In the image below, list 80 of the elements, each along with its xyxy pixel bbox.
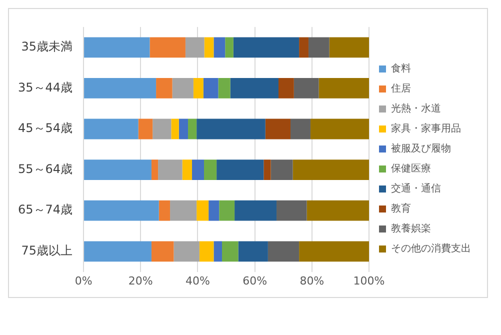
bar [233,37,300,58]
legend-label: 家具・家事用品 [391,122,461,135]
bar [84,78,156,98]
bar [196,200,209,221]
bar [172,78,194,98]
x-tick-label: 0% [74,274,92,288]
bar [178,118,188,140]
y-tick-label: 35～44歳 [18,80,73,94]
bar [278,78,294,98]
legend-label: 被服及び履物 [391,142,451,155]
bar [329,37,369,58]
bar [310,118,369,140]
bar [318,78,369,98]
legend-label: 光熱・水道 [391,102,441,115]
bar [230,78,279,98]
x-tick-label: 80% [300,274,324,288]
bar [219,200,235,221]
bar [84,160,152,180]
bar [158,200,170,221]
legend-label: 保健医療 [391,162,431,175]
bar [84,200,159,221]
bar [182,160,192,180]
bar [199,241,214,262]
bar [204,160,217,180]
bar [292,160,369,180]
bar [84,118,138,140]
bar [238,241,268,262]
bar [208,200,220,221]
legend-label: 交通・通信 [391,182,441,195]
legend-label: 食料 [391,62,411,75]
x-tick-label: 100% [353,274,385,288]
x-tick-label: 60% [242,274,268,288]
x-tick-label: 20% [128,274,153,288]
bar [222,241,238,262]
bar [138,118,153,140]
bar [151,241,174,262]
y-tick-label: 55～64歳 [18,162,73,176]
bar [170,200,197,221]
bar [185,37,204,58]
bar [84,37,150,58]
bar [196,118,266,140]
bar [270,160,293,180]
bar [299,241,369,262]
bar [171,118,179,140]
bar [225,37,234,58]
y-tick-label: 65～74歳 [18,202,73,217]
bar [84,241,152,262]
bar [234,200,277,221]
y-tick-label: 75歳以上 [21,244,73,258]
legend-label: 教育 [391,202,411,215]
x-tick-label: 40% [185,274,210,288]
bar [193,78,204,98]
bar [294,78,319,98]
bar [188,118,197,140]
bar [214,241,222,262]
bar [276,200,307,221]
bar [156,78,172,98]
bar [214,37,226,58]
bar [264,160,271,180]
bar [308,37,330,58]
bar [204,37,214,58]
bar [203,78,218,98]
legend-label: 住居 [391,84,411,95]
bar [268,241,300,262]
bar [290,118,310,140]
y-tick-label: 45～54歳 [18,121,73,136]
bar [265,118,290,140]
bar [216,160,264,180]
bar [299,37,308,58]
y-tick-label: 35歳未満 [21,40,73,54]
legend-label: 教養娯楽 [391,222,431,235]
bar [192,160,204,180]
bar [151,160,158,180]
bar [152,118,172,140]
bar [174,241,200,262]
bar [150,37,186,58]
bar [158,160,182,180]
bar [218,78,230,98]
legend-label: その他の消費支出 [391,242,471,255]
bar [306,200,369,221]
